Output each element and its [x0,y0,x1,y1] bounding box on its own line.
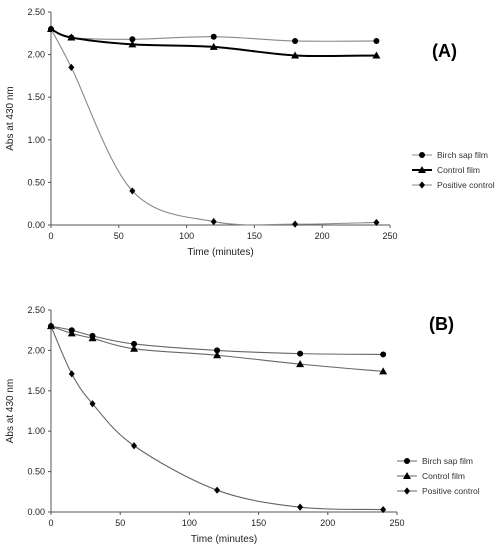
legend-marker [404,458,410,464]
x-tick-label: 150 [247,231,262,241]
y-tick-label: 2.50 [27,7,45,17]
x-tick-label: 0 [48,518,53,528]
data-point [214,347,221,354]
legend-entry: Control film [412,165,480,175]
x-tick-label: 50 [115,518,125,528]
legend-marker [419,152,425,158]
legend-marker [404,487,410,495]
series-control-film [47,322,388,375]
data-point [89,400,96,408]
y-tick-label: 0.00 [27,507,45,517]
y-tick-label: 0.50 [27,177,45,187]
series-line [50,28,377,58]
data-point [380,505,387,514]
data-point [296,360,305,368]
x-tick-label: 0 [48,231,53,241]
data-point [214,486,221,494]
x-tick-label: 100 [179,231,194,241]
legend-label: Control film [422,471,465,481]
data-point [131,442,138,450]
legend-label: Control film [437,165,480,175]
data-point [373,218,380,227]
data-point [88,334,97,342]
data-point [380,351,387,358]
y-tick-label: 1.50 [27,92,45,102]
data-point [292,220,299,228]
y-axis-title: Abs at 430 nm [5,379,16,443]
y-tick-label: 1.00 [27,135,45,145]
data-point [129,36,136,43]
legend-label: Positive control [437,180,495,190]
panel-label: (A) [432,41,457,61]
data-point [210,217,217,226]
legend-marker [418,166,426,173]
x-tick-label: 50 [114,231,124,241]
y-tick-label: 1.00 [27,426,45,436]
legend-label: Positive control [422,486,480,496]
data-point [297,350,304,357]
data-point [129,187,136,195]
data-point [68,63,75,71]
legend-label: Birch sap film [422,456,473,466]
y-tick-label: 2.00 [27,345,45,355]
data-point [130,344,139,352]
panel-label: (B) [429,314,454,334]
x-tick-label: 200 [315,231,330,241]
data-point [291,51,300,59]
data-point [379,367,388,375]
series-control-film [47,25,381,59]
y-tick-label: 1.50 [27,386,45,396]
x-tick-label: 100 [182,518,197,528]
data-point [209,42,218,50]
legend-entry: Control film [397,471,465,481]
legend-entry: Positive control [412,180,495,190]
series-positive-control [48,322,387,514]
data-point [48,25,54,33]
legend-entry: Birch sap film [412,150,488,160]
legend-entry: Positive control [397,486,480,496]
data-point [68,370,75,378]
x-tick-label: 200 [320,518,335,528]
data-point [48,322,54,330]
data-point [128,40,137,48]
y-tick-label: 0.00 [27,220,45,230]
legend-marker [403,472,411,479]
y-tick-label: 0.50 [27,467,45,477]
chart-panel-b: 0.00 0.50 1.00 1.50 2.00 2.50 0 50 100 150 200 250 T… [5,305,480,545]
y-axis-title: Abs at 430 nm [5,86,16,150]
data-point [67,329,76,337]
y-tick-label: 2.50 [27,305,45,315]
data-point [67,33,76,41]
chart-panel-a: 0.00 0.50 1.00 1.50 2.00 2.50 0 50 100 150 200 250 T… [5,7,495,258]
legend-label: Birch sap film [437,150,488,160]
x-tick-label: 250 [382,231,397,241]
series-line [50,28,377,226]
data-point [131,340,138,347]
legend-marker [419,181,425,189]
x-tick-label: 250 [389,518,404,528]
x-axis-title: Time (minutes) [191,534,257,545]
y-tick-label: 2.00 [27,50,45,60]
x-axis-title: Time (minutes) [187,247,253,258]
x-tick-label: 150 [251,518,266,528]
data-point [373,37,380,44]
legend-entry: Birch sap film [397,456,473,466]
data-point [213,351,222,359]
series-positive-control [48,25,380,228]
data-point [292,37,299,44]
data-point [210,33,217,40]
data-point [297,503,304,511]
data-point [372,51,381,59]
